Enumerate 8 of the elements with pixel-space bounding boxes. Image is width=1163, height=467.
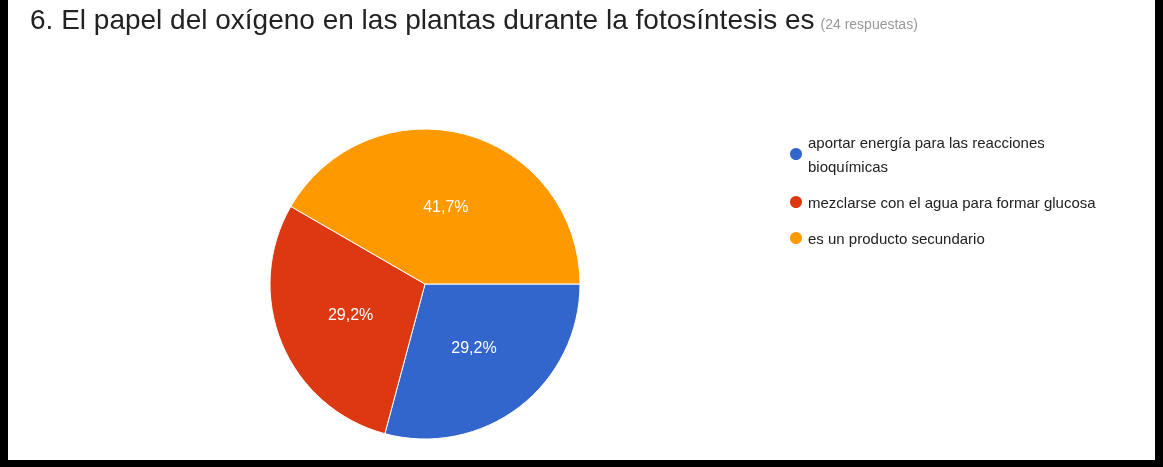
chart-subtitle: (24 respuestas) bbox=[820, 16, 918, 32]
legend-label: aportar energía para las reacciones bioquímicas bbox=[808, 133, 1049, 175]
data-label: 29,2% bbox=[451, 339, 497, 357]
legend-label: mezclarse con el agua para formar glucosa bbox=[808, 193, 1097, 211]
legend-label: es un producto secundario bbox=[808, 229, 985, 247]
data-label: 41,7% bbox=[423, 197, 469, 215]
data-label: 29,2% bbox=[327, 306, 374, 324]
chart-title: 6. El papel del oxígeno en las plantas durante la fotosíntesis es bbox=[30, 4, 815, 35]
